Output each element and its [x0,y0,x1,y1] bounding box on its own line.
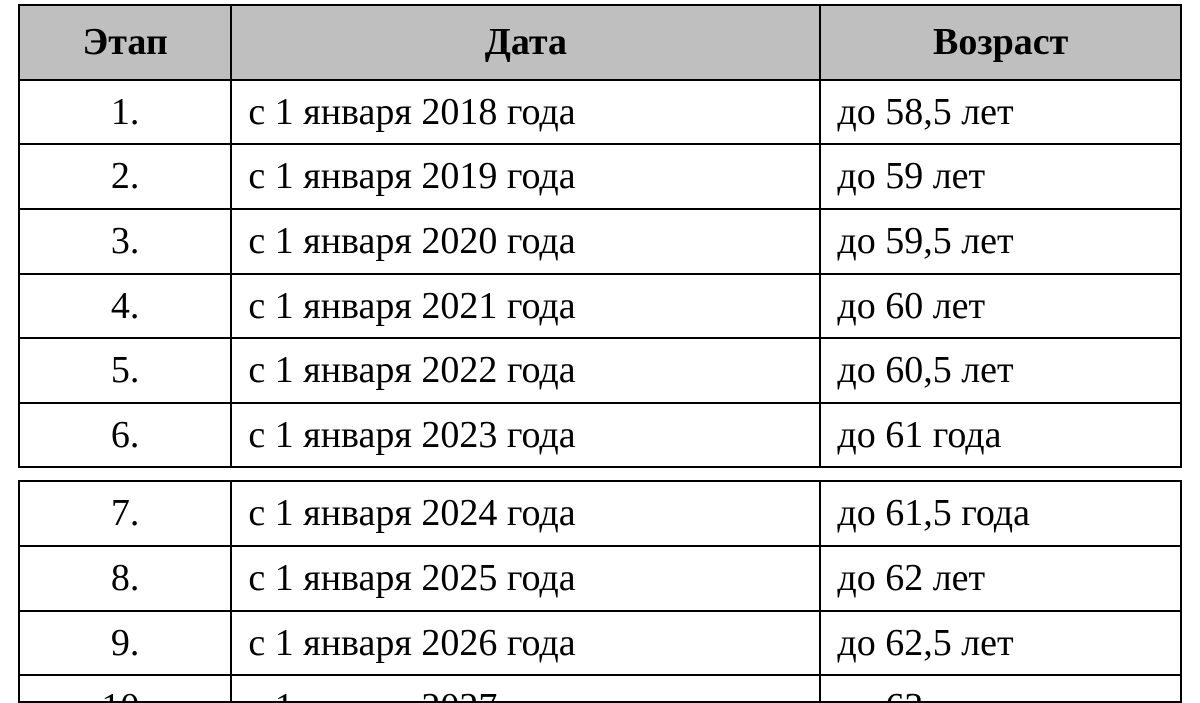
table-row: 3. с 1 января 2020 года до 59,5 лет [19,209,1181,274]
cell-stage: 9. [19,611,231,676]
cell-age: до 61 года [820,403,1181,468]
header-stage: Этап [19,5,231,80]
table-row: 8. с 1 января 2025 года до 62 лет [19,546,1181,611]
table-row: 4. с 1 января 2021 года до 60 лет [19,274,1181,339]
cell-age: до 60 лет [820,274,1181,339]
table-row: 9. с 1 января 2026 года до 62,5 лет [19,611,1181,676]
header-age: Возраст [820,5,1181,80]
cell-date: с 1 января 2022 года [231,338,820,403]
cell-stage: 10. [19,675,231,702]
stages-table: Этап Дата Возраст 1. с 1 января 2018 год… [18,4,1182,468]
cell-date: с 1 января 2020 года [231,209,820,274]
cell-stage: 5. [19,338,231,403]
cell-age: до 59 лет [820,144,1181,209]
stages-table-continued: 7. с 1 января 2024 года до 61,5 года 8. … [18,480,1182,703]
cell-date: с 1 января 2027 года [231,675,820,702]
cell-stage: 6. [19,403,231,468]
cell-date: с 1 января 2024 года [231,481,820,546]
table-row: 6. с 1 января 2023 года до 61 года [19,403,1181,468]
table-row-cut: 10. с 1 января 2027 года до 63 лет [19,675,1181,702]
cell-date: с 1 января 2021 года [231,274,820,339]
table-row: 2. с 1 января 2019 года до 59 лет [19,144,1181,209]
cell-stage: 3. [19,209,231,274]
table-header-row: Этап Дата Возраст [19,5,1181,80]
cell-stage: 8. [19,546,231,611]
cell-age: до 62,5 лет [820,611,1181,676]
table-row: 7. с 1 января 2024 года до 61,5 года [19,481,1181,546]
header-date: Дата [231,5,820,80]
cell-date: с 1 января 2025 года [231,546,820,611]
table-gap [18,468,1182,480]
cell-age: до 61,5 года [820,481,1181,546]
table-row: 5. с 1 января 2022 года до 60,5 лет [19,338,1181,403]
table-container: Этап Дата Возраст 1. с 1 января 2018 год… [0,0,1200,703]
cell-date: с 1 января 2023 года [231,403,820,468]
cell-stage: 1. [19,80,231,145]
cell-age: до 59,5 лет [820,209,1181,274]
cell-age: до 58,5 лет [820,80,1181,145]
cell-date: с 1 января 2018 года [231,80,820,145]
cell-age: до 60,5 лет [820,338,1181,403]
table-row: 1. с 1 января 2018 года до 58,5 лет [19,80,1181,145]
cell-date: с 1 января 2019 года [231,144,820,209]
cell-stage: 7. [19,481,231,546]
cell-date: с 1 января 2026 года [231,611,820,676]
cell-age: до 62 лет [820,546,1181,611]
cell-stage: 2. [19,144,231,209]
cell-stage: 4. [19,274,231,339]
cell-age: до 63 лет [820,675,1181,702]
